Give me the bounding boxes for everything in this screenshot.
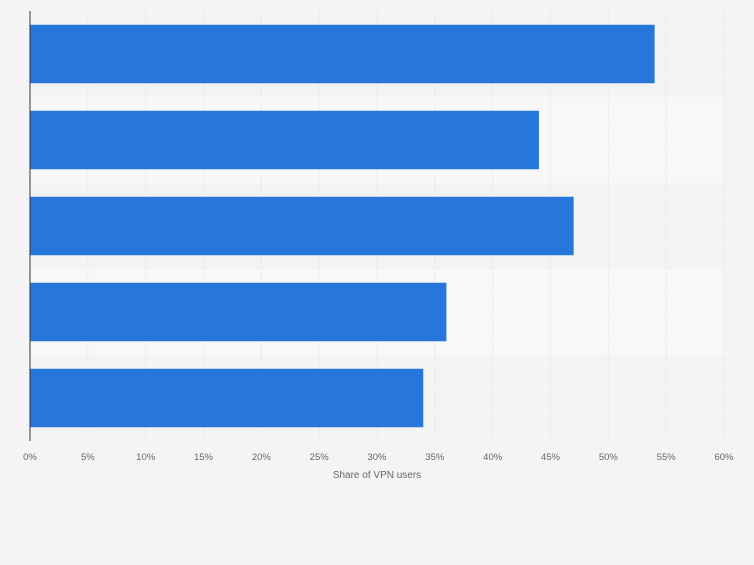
x-tick-label: 50% [599,452,619,463]
x-tick-label: 0% [23,452,37,463]
x-tick-label: 35% [425,452,445,463]
x-axis-label: Share of VPN users [333,470,421,481]
x-tick-label: 5% [81,452,95,463]
x-tick-label: 20% [252,452,272,463]
x-tick-labels: 0% 5% 10% 15% 20% 25% 30% 35% 40% 45% 50% 55% 60% [23,452,734,463]
x-tick-label: 40% [483,452,503,463]
x-tick-label: 10% [136,452,156,463]
bar [30,368,424,428]
bar [30,282,447,342]
bar [30,110,539,170]
x-tick-label: 30% [367,452,387,463]
bar [30,24,655,84]
x-tick-label: 60% [714,452,734,463]
x-tick-label: 25% [310,452,330,463]
x-tick-label: 55% [657,452,677,463]
x-tick-label: 15% [194,452,214,463]
bars [30,24,655,428]
x-tick-label: 45% [541,452,561,463]
bar [30,196,574,256]
